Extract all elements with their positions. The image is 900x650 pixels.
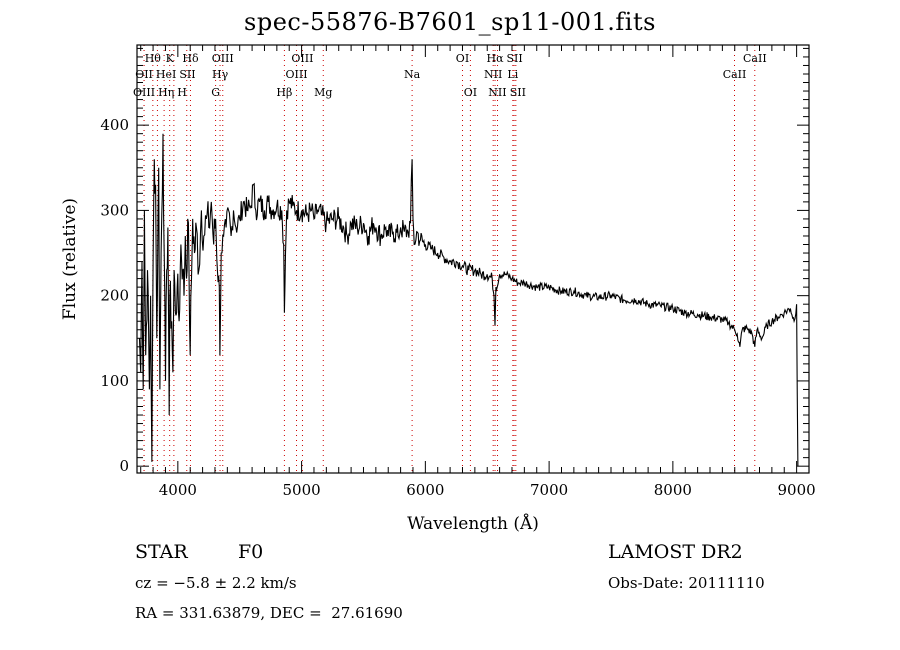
line-marker-label: Hθ <box>145 52 162 65</box>
line-marker-label: Mg <box>314 86 332 99</box>
line-marker-label: K <box>166 52 175 65</box>
coordinates-text: RA = 331.63879, DEC = 27.61690 <box>135 604 403 622</box>
spectrum-line <box>138 133 799 467</box>
line-marker-label: CaII <box>723 68 747 81</box>
line-marker-label: Hβ <box>276 86 292 99</box>
line-marker-label: SII <box>179 68 195 81</box>
chart-title: spec-55876-B7601_sp11-001.fits <box>244 8 656 36</box>
x-axis-label: Wavelength (Å) <box>407 513 539 534</box>
line-marker-label: OI <box>464 86 477 99</box>
line-marker-label: Hη <box>158 86 174 99</box>
x-tick-label: 9000 <box>778 481 816 499</box>
line-marker-label: OIII <box>291 52 313 65</box>
y-tick-label: 300 <box>100 201 129 219</box>
plot-frame <box>136 44 810 474</box>
x-tick-label: 8000 <box>654 481 692 499</box>
line-marker-label: OIII <box>133 86 155 99</box>
y-tick-label: 200 <box>100 287 129 305</box>
x-tick-label: 7000 <box>530 481 568 499</box>
y-tick-label: 100 <box>100 372 129 390</box>
line-marker-label: OI <box>456 52 469 65</box>
line-marker-label: Hγ <box>212 68 229 81</box>
line-marker-label: NII <box>488 86 506 99</box>
y-axis-label: Flux (relative) <box>60 198 80 320</box>
line-marker-label: Na <box>404 68 421 81</box>
obs-date: Obs-Date: 20111110 <box>608 574 765 592</box>
line-marker-label: CaII <box>743 52 767 65</box>
object-class: STAR <box>135 541 188 563</box>
line-marker-label: OII <box>135 68 153 81</box>
survey-name: LAMOST DR2 <box>608 541 743 563</box>
subclass: F0 <box>238 541 264 563</box>
line-marker-label: SII <box>510 86 526 99</box>
line-marker-label: OIII <box>286 68 308 81</box>
line-marker-label: Li <box>507 68 518 81</box>
line-marker-label: OIII <box>212 52 234 65</box>
y-tick-label: 400 <box>100 116 129 134</box>
redshift-text: cz = −5.8 ± 2.2 km/s <box>135 574 297 592</box>
line-marker-label: H <box>177 86 187 99</box>
y-tick-label: 0 <box>119 457 129 475</box>
line-marker-label: G <box>211 86 220 99</box>
line-marker-label: HeI <box>156 68 176 81</box>
line-marker-label: Hα <box>487 52 505 65</box>
line-marker-label: NII <box>484 68 502 81</box>
line-marker-label: SII <box>507 52 523 65</box>
x-tick-label: 6000 <box>406 481 444 499</box>
line-marker-label: Hδ <box>182 52 199 65</box>
x-tick-label: 4000 <box>159 481 197 499</box>
x-tick-label: 5000 <box>283 481 321 499</box>
